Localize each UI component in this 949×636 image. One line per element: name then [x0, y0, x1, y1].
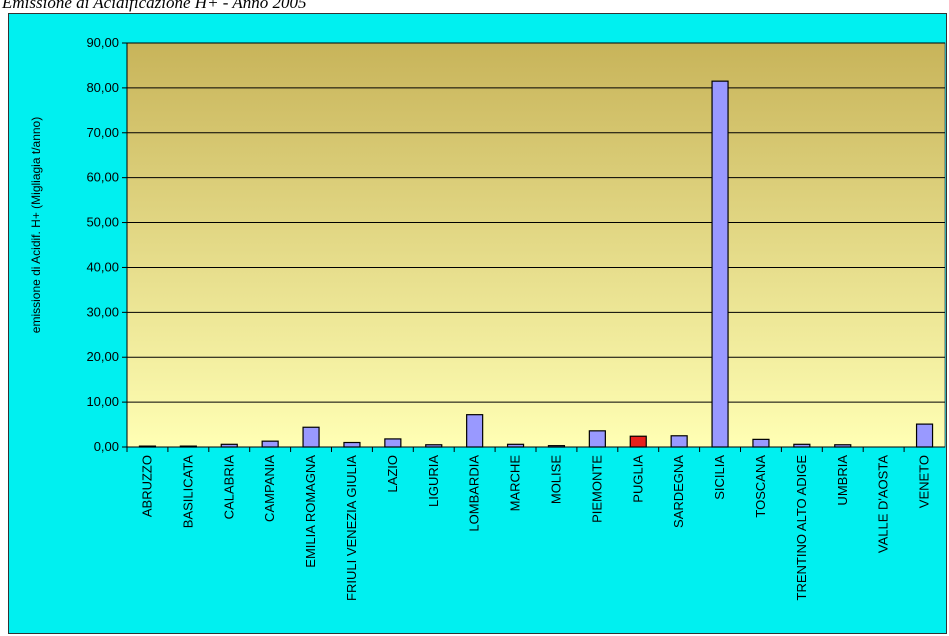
x-tick-label: LIGURIA	[426, 455, 441, 507]
y-tick-label: 10,00	[86, 394, 119, 409]
x-tick-label: VENETO	[917, 455, 932, 508]
bar-veneto	[915, 423, 934, 448]
bar-lazio	[384, 438, 402, 448]
x-tick-label: PUGLIA	[630, 455, 645, 503]
y-tick-label: 0,00	[94, 439, 119, 454]
y-tick-label: 30,00	[86, 304, 119, 319]
bar-toscana	[752, 438, 770, 448]
x-tick-label: TRENTINO ALTO ADIGE	[794, 455, 809, 601]
bar-campania	[261, 440, 279, 448]
x-tick-labels: ABRUZZO BASILICATA CALABRIA CAMPANIA EMILIA …	[139, 455, 931, 601]
x-tick-label: MARCHE	[508, 455, 523, 512]
x-tick-label: EMILIA ROMAGNA	[303, 455, 318, 568]
y-tick-label: 60,00	[86, 170, 119, 185]
x-tick-label: SARDEGNA	[671, 455, 686, 528]
bar-sardegna	[670, 435, 688, 448]
y-tick-label: 80,00	[86, 80, 119, 95]
bar-friuli-venezia-giulia	[343, 441, 361, 448]
x-tick-label: ABRUZZO	[139, 455, 154, 517]
y-tick-label: 50,00	[86, 215, 119, 230]
y-tick-label: 20,00	[86, 349, 119, 364]
x-tick-label: MOLISE	[548, 455, 563, 504]
x-tick-label: CAMPANIA	[262, 455, 277, 522]
bar-piemonte	[588, 430, 606, 448]
y-tick-label: 70,00	[86, 125, 119, 140]
page-caption: Emissione di Acidificazione H+ - Anno 20…	[2, 0, 307, 12]
gridlines	[122, 42, 945, 448]
plot-area	[126, 42, 946, 448]
bar-puglia	[629, 435, 647, 448]
x-tick-label: UMBRIA	[835, 455, 850, 506]
y-tick-label: 40,00	[86, 259, 119, 274]
x-tick-label: PIEMONTE	[589, 455, 604, 523]
bar-lombardia	[466, 414, 484, 448]
bar-emilia-romagna	[302, 426, 320, 448]
x-tick-label: BASILICATA	[180, 455, 195, 529]
bar-sicilia	[711, 80, 729, 448]
x-tick-label: SICILIA	[712, 455, 727, 500]
y-tick-labels: 0,00 10,00 20,00 30,00 40,00 50,00 60,00 70,00 8…	[86, 35, 119, 454]
x-tick-label: CALABRIA	[221, 455, 236, 520]
x-tick-label: TOSCANA	[753, 455, 768, 518]
x-tick-label: FRIULI VENEZIA GIULIA	[344, 455, 359, 601]
y-tick-label: 90,00	[86, 35, 119, 50]
x-tick-label: LOMBARDIA	[467, 455, 482, 532]
x-tick-label: LAZIO	[385, 455, 400, 493]
axes	[126, 43, 945, 452]
x-tick-label: VALLE D'AOSTA	[876, 455, 891, 553]
y-axis-title: emissione di Acidif. H+ (Migliagia t/ann…	[29, 117, 43, 333]
